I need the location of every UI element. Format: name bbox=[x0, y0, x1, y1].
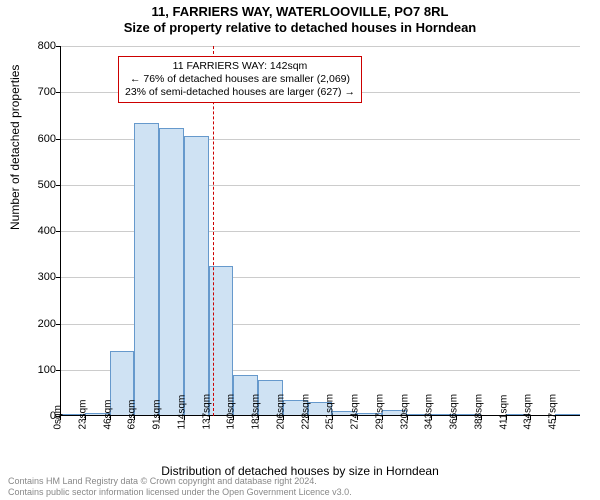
histogram-bar bbox=[184, 136, 209, 416]
ytick-label: 600 bbox=[16, 133, 56, 145]
annotation-box: 11 FARRIERS WAY: 142sqm← 76% of detached… bbox=[118, 56, 362, 103]
ytick-mark bbox=[56, 231, 60, 232]
ytick-mark bbox=[56, 92, 60, 93]
license-line2: Contains public sector information licen… bbox=[8, 487, 352, 498]
license-line1: Contains HM Land Registry data © Crown c… bbox=[8, 476, 352, 487]
license-block: Contains HM Land Registry data © Crown c… bbox=[8, 476, 352, 498]
y-axis-line bbox=[60, 46, 61, 416]
annotation-line3: 23% of semi-detached houses are larger (… bbox=[125, 86, 355, 99]
ytick-label: 800 bbox=[16, 40, 56, 52]
plot-area: 11 FARRIERS WAY: 142sqm← 76% of detached… bbox=[60, 46, 580, 416]
ytick-mark bbox=[56, 370, 60, 371]
ytick-mark bbox=[56, 185, 60, 186]
ytick-label: 300 bbox=[16, 271, 56, 283]
chart-title-line2: Size of property relative to detached ho… bbox=[0, 20, 600, 36]
ytick-label: 400 bbox=[16, 225, 56, 237]
ytick-mark bbox=[56, 324, 60, 325]
ytick-label: 0 bbox=[16, 410, 56, 422]
ytick-label: 500 bbox=[16, 179, 56, 191]
chart-title-line1: 11, FARRIERS WAY, WATERLOOVILLE, PO7 8RL bbox=[0, 4, 600, 20]
ytick-mark bbox=[56, 277, 60, 278]
gridline bbox=[60, 46, 580, 47]
histogram-bar bbox=[159, 128, 184, 416]
ytick-label: 700 bbox=[16, 86, 56, 98]
ytick-label: 200 bbox=[16, 318, 56, 330]
ytick-mark bbox=[56, 139, 60, 140]
annotation-line2: ← 76% of detached houses are smaller (2,… bbox=[125, 73, 355, 86]
ytick-mark bbox=[56, 46, 60, 47]
annotation-line1: 11 FARRIERS WAY: 142sqm bbox=[125, 60, 355, 73]
ytick-label: 100 bbox=[16, 364, 56, 376]
histogram-bar bbox=[134, 123, 159, 416]
chart-title-block: 11, FARRIERS WAY, WATERLOOVILLE, PO7 8RL… bbox=[0, 0, 600, 37]
